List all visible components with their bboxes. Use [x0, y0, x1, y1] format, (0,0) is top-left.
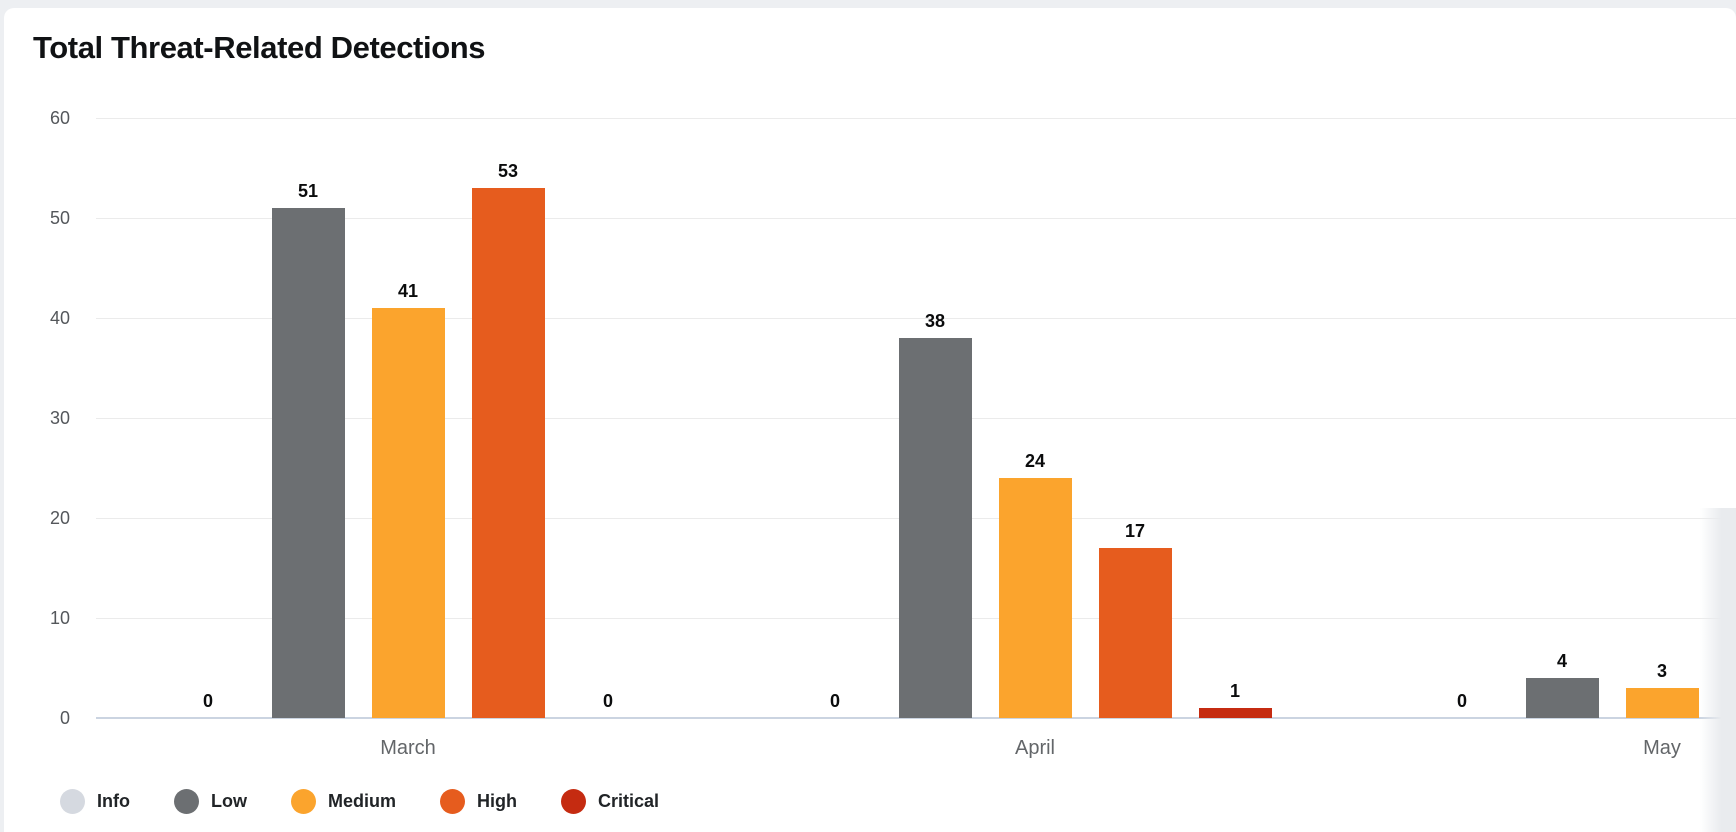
bar-value-april-low: 38 [924, 311, 946, 331]
gridline-50 [96, 218, 1736, 219]
bar-value-may-info: 0 [1456, 691, 1467, 711]
legend-label-critical: Critical [598, 791, 660, 811]
chart-title: Total Threat-Related Detections [33, 30, 486, 65]
legend-swatch-critical-icon [561, 789, 587, 814]
bar-may-medium[interactable] [1626, 688, 1699, 718]
bar-value-march-info: 0 [202, 691, 213, 711]
y-axis-tick-30: 30 [49, 408, 70, 428]
bar-may-low[interactable] [1526, 678, 1599, 718]
legend-item-medium[interactable]: Medium [291, 789, 396, 814]
legend-label-medium: Medium [328, 791, 397, 811]
bar-value-april-info: 0 [829, 691, 840, 711]
bar-value-march-medium: 41 [397, 281, 419, 301]
chart-legend: Info Low Medium High Critical [60, 789, 659, 814]
legend-label-info: Info [97, 791, 130, 811]
bar-value-april-high: 17 [1124, 521, 1146, 541]
bar-value-march-low: 51 [297, 181, 319, 201]
bar-april-critical[interactable] [1199, 708, 1272, 718]
gridline-60 [96, 118, 1736, 119]
legend-swatch-info-icon [60, 789, 85, 814]
y-axis-tick-20: 20 [49, 508, 70, 528]
bar-chart: 0 10 20 30 40 50 60 0 51 41 53 0 March 0 38 24 17 1 April 0… [4, 8, 1736, 832]
y-axis-tick-10: 10 [49, 608, 70, 628]
y-axis-tick-0: 0 [59, 708, 70, 728]
legend-swatch-medium-icon [291, 789, 316, 814]
legend-item-low[interactable]: Low [174, 789, 247, 814]
bar-march-medium[interactable] [372, 308, 445, 718]
legend-label-high: High [477, 791, 518, 811]
bar-value-may-low: 4 [1556, 651, 1567, 671]
bar-march-low[interactable] [272, 208, 345, 718]
x-axis-label-may: May [1643, 737, 1681, 759]
y-axis-tick-50: 50 [49, 208, 70, 228]
bar-value-april-critical: 1 [1229, 681, 1240, 701]
x-axis-label-april: April [1014, 737, 1055, 759]
legend-item-high[interactable]: High [440, 789, 517, 814]
y-axis-tick-60: 60 [49, 108, 70, 128]
bar-value-may-medium: 3 [1656, 661, 1667, 681]
x-axis-baseline [96, 717, 1736, 719]
bar-value-april-medium: 24 [1024, 451, 1046, 471]
chart-card: Total Threat-Related Detections 0 10 20 30 4… [4, 8, 1736, 832]
bar-value-march-high: 53 [497, 161, 519, 181]
bar-april-high[interactable] [1099, 548, 1172, 718]
bar-march-high[interactable] [472, 188, 545, 718]
legend-item-critical[interactable]: Critical [561, 789, 659, 814]
bar-april-medium[interactable] [999, 478, 1072, 718]
bar-value-march-critical: 0 [602, 691, 613, 711]
y-axis-tick-40: 40 [49, 308, 70, 328]
gridline-40 [96, 318, 1736, 319]
legend-swatch-high-icon [440, 789, 466, 814]
right-edge-shade [1700, 508, 1736, 832]
legend-label-low: Low [211, 791, 247, 811]
legend-item-info[interactable]: Info [60, 789, 130, 814]
bar-april-low[interactable] [899, 338, 972, 718]
legend-swatch-low-icon [174, 789, 199, 814]
x-axis-label-march: March [380, 737, 436, 759]
